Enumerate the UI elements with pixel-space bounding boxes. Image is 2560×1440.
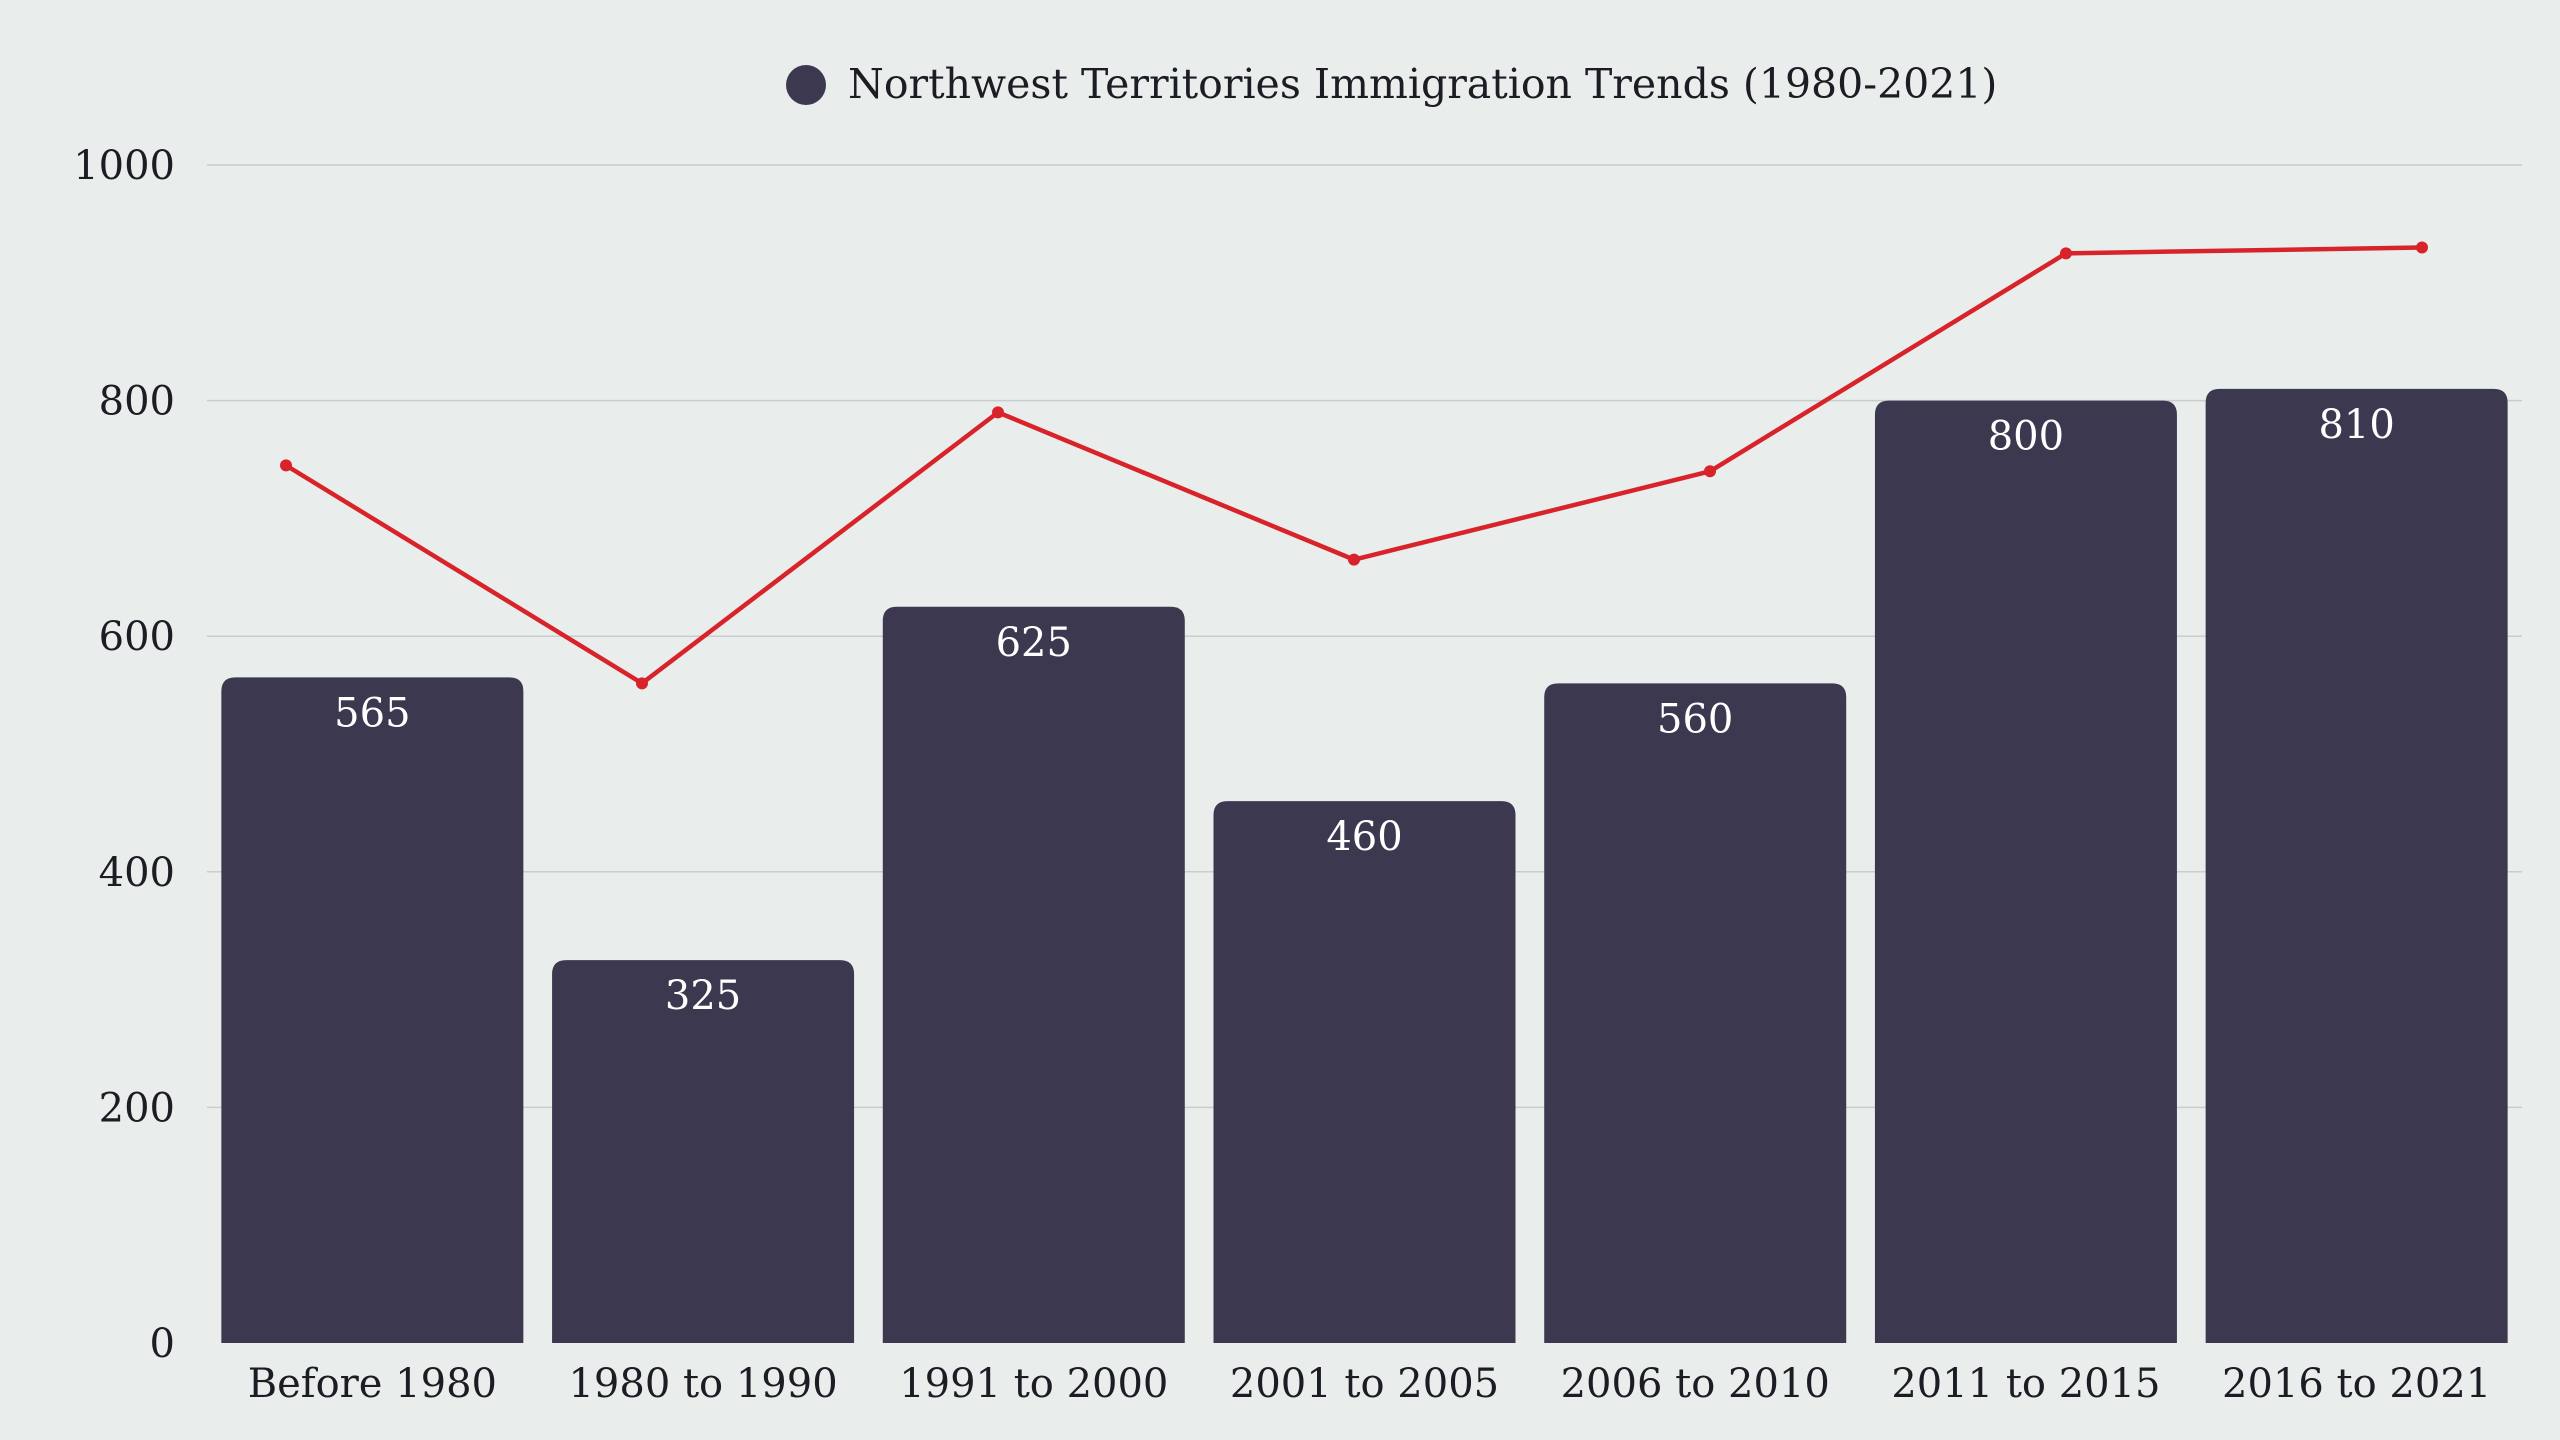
trend-line-point (2060, 247, 2072, 260)
bar-data-label: 325 (665, 973, 741, 1019)
trend-line-point (1704, 465, 1716, 478)
x-category-label: 2001 to 2005 (1230, 1361, 1499, 1407)
y-tick-label: 800 (99, 379, 175, 425)
bar (1874, 400, 2177, 1344)
bar-data-label: 460 (1326, 814, 1402, 860)
x-category-label: 1991 to 2000 (899, 1361, 1168, 1407)
bar (1544, 683, 1847, 1343)
y-tick-label: 600 (99, 614, 175, 660)
x-category-label: 1980 to 1990 (568, 1361, 837, 1407)
legend-swatch-icon (786, 65, 826, 105)
y-tick-label: 0 (150, 1321, 175, 1367)
bar (221, 677, 524, 1343)
y-tick-label: 1000 (73, 143, 175, 189)
trend-line-point (636, 677, 648, 690)
x-axis-labels: Before 1980 1980 to 1990 1991 to 2000 2001 … (248, 1361, 2492, 1407)
x-category-label: Before 1980 (248, 1361, 497, 1407)
trend-line-point (1348, 553, 1360, 566)
x-category-label: 2006 to 2010 (1561, 1361, 1830, 1407)
legend: Northwest Territories Immigration Trends… (786, 60, 1997, 108)
bar-data-label: 565 (334, 690, 410, 736)
bar (1213, 801, 1516, 1343)
bar-data-label: 625 (996, 620, 1072, 666)
legend-label: Northwest Territories Immigration Trends… (848, 60, 1997, 108)
x-category-label: 2016 to 2021 (2222, 1361, 2491, 1407)
bar-data-label: 800 (1988, 414, 2064, 460)
bar (552, 960, 855, 1343)
bars (221, 388, 2508, 1344)
x-category-label: 2011 to 2015 (1891, 1361, 2160, 1407)
y-tick-label: 400 (99, 850, 175, 896)
trend-line-point (2416, 241, 2428, 254)
y-tick-label: 200 (99, 1085, 175, 1131)
trend-line-layer (280, 241, 2428, 690)
bar-data-label: 810 (2318, 402, 2394, 448)
bar-labels: 565 325 625 460 560 800 810 (334, 402, 2395, 1019)
bar (2205, 388, 2508, 1343)
trend-line-point (992, 406, 1004, 419)
trend-line-point (280, 459, 292, 472)
bar-data-label: 560 (1657, 696, 1733, 742)
y-axis-ticks: 0 200 400 600 800 1000 (73, 143, 175, 1367)
bar (882, 606, 1185, 1343)
